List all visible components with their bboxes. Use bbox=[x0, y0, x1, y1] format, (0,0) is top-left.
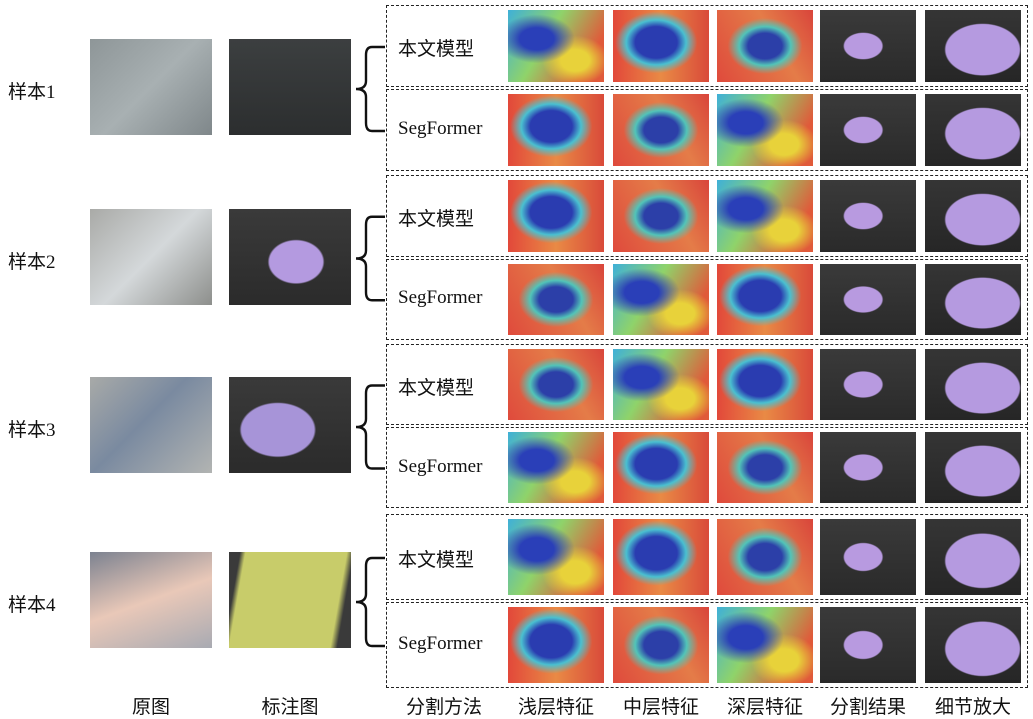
feature-map bbox=[508, 94, 604, 166]
original-image bbox=[90, 39, 212, 135]
feature-map bbox=[613, 349, 709, 420]
method-label: SegFormer bbox=[398, 118, 482, 140]
segmentation-result bbox=[820, 432, 916, 503]
feature-map bbox=[508, 180, 604, 252]
column-header: 浅层特征 bbox=[516, 692, 596, 719]
feature-map bbox=[717, 432, 813, 503]
feature-map bbox=[613, 264, 709, 336]
feature-map bbox=[508, 607, 604, 683]
detail-zoom bbox=[925, 94, 1021, 166]
method-label: SegFormer bbox=[398, 456, 482, 478]
method-label: 本文模型 bbox=[398, 373, 474, 400]
figure: 样本1 本文模型 SegFormer 样本2 本文模型 SegFormer 样本3 本文模型 S… bbox=[0, 0, 1033, 719]
annotation-image bbox=[229, 39, 351, 135]
sample-label: 样本2 bbox=[8, 247, 56, 274]
feature-map bbox=[717, 264, 813, 336]
column-header: 标注图 bbox=[250, 692, 330, 719]
method-label: 本文模型 bbox=[398, 34, 474, 61]
segmentation-result bbox=[820, 607, 916, 683]
segmentation-result bbox=[820, 94, 916, 166]
feature-map bbox=[717, 180, 813, 252]
feature-map bbox=[508, 432, 604, 503]
sample-label: 样本1 bbox=[8, 77, 56, 104]
feature-map bbox=[613, 180, 709, 252]
annotation-image bbox=[229, 377, 351, 473]
feature-map bbox=[717, 519, 813, 595]
column-header: 分割结果 bbox=[828, 692, 908, 719]
method-label: SegFormer bbox=[398, 287, 482, 309]
feature-map bbox=[613, 432, 709, 503]
column-header: 中层特征 bbox=[621, 692, 701, 719]
feature-map bbox=[508, 264, 604, 336]
method-label: 本文模型 bbox=[398, 204, 474, 231]
annotation-image bbox=[229, 552, 351, 648]
feature-map bbox=[717, 349, 813, 420]
feature-map bbox=[613, 10, 709, 82]
detail-zoom bbox=[925, 10, 1021, 82]
detail-zoom bbox=[925, 519, 1021, 595]
brace bbox=[356, 558, 385, 646]
segmentation-result bbox=[820, 264, 916, 336]
sample-label: 样本4 bbox=[8, 590, 56, 617]
detail-zoom bbox=[925, 264, 1021, 336]
segmentation-result bbox=[820, 180, 916, 252]
annotation-image bbox=[229, 209, 351, 305]
original-image bbox=[90, 377, 212, 473]
column-header: 细节放大 bbox=[933, 692, 1013, 719]
detail-zoom bbox=[925, 607, 1021, 683]
feature-map bbox=[717, 94, 813, 166]
detail-zoom bbox=[925, 432, 1021, 503]
feature-map bbox=[717, 10, 813, 82]
brace bbox=[356, 47, 385, 131]
column-header: 原图 bbox=[111, 692, 191, 719]
column-header: 深层特征 bbox=[725, 692, 805, 719]
segmentation-result bbox=[820, 10, 916, 82]
original-image bbox=[90, 552, 212, 648]
brace bbox=[356, 386, 385, 469]
feature-map bbox=[613, 94, 709, 166]
segmentation-result bbox=[820, 349, 916, 420]
feature-map bbox=[717, 607, 813, 683]
brace bbox=[356, 217, 385, 301]
method-label: 本文模型 bbox=[398, 545, 474, 572]
segmentation-result bbox=[820, 519, 916, 595]
method-label: SegFormer bbox=[398, 633, 482, 655]
feature-map bbox=[508, 10, 604, 82]
feature-map bbox=[613, 607, 709, 683]
column-header: 分割方法 bbox=[404, 692, 484, 719]
original-image bbox=[90, 209, 212, 305]
detail-zoom bbox=[925, 180, 1021, 252]
feature-map bbox=[508, 519, 604, 595]
sample-label: 样本3 bbox=[8, 415, 56, 442]
feature-map bbox=[613, 519, 709, 595]
feature-map bbox=[508, 349, 604, 420]
detail-zoom bbox=[925, 349, 1021, 420]
